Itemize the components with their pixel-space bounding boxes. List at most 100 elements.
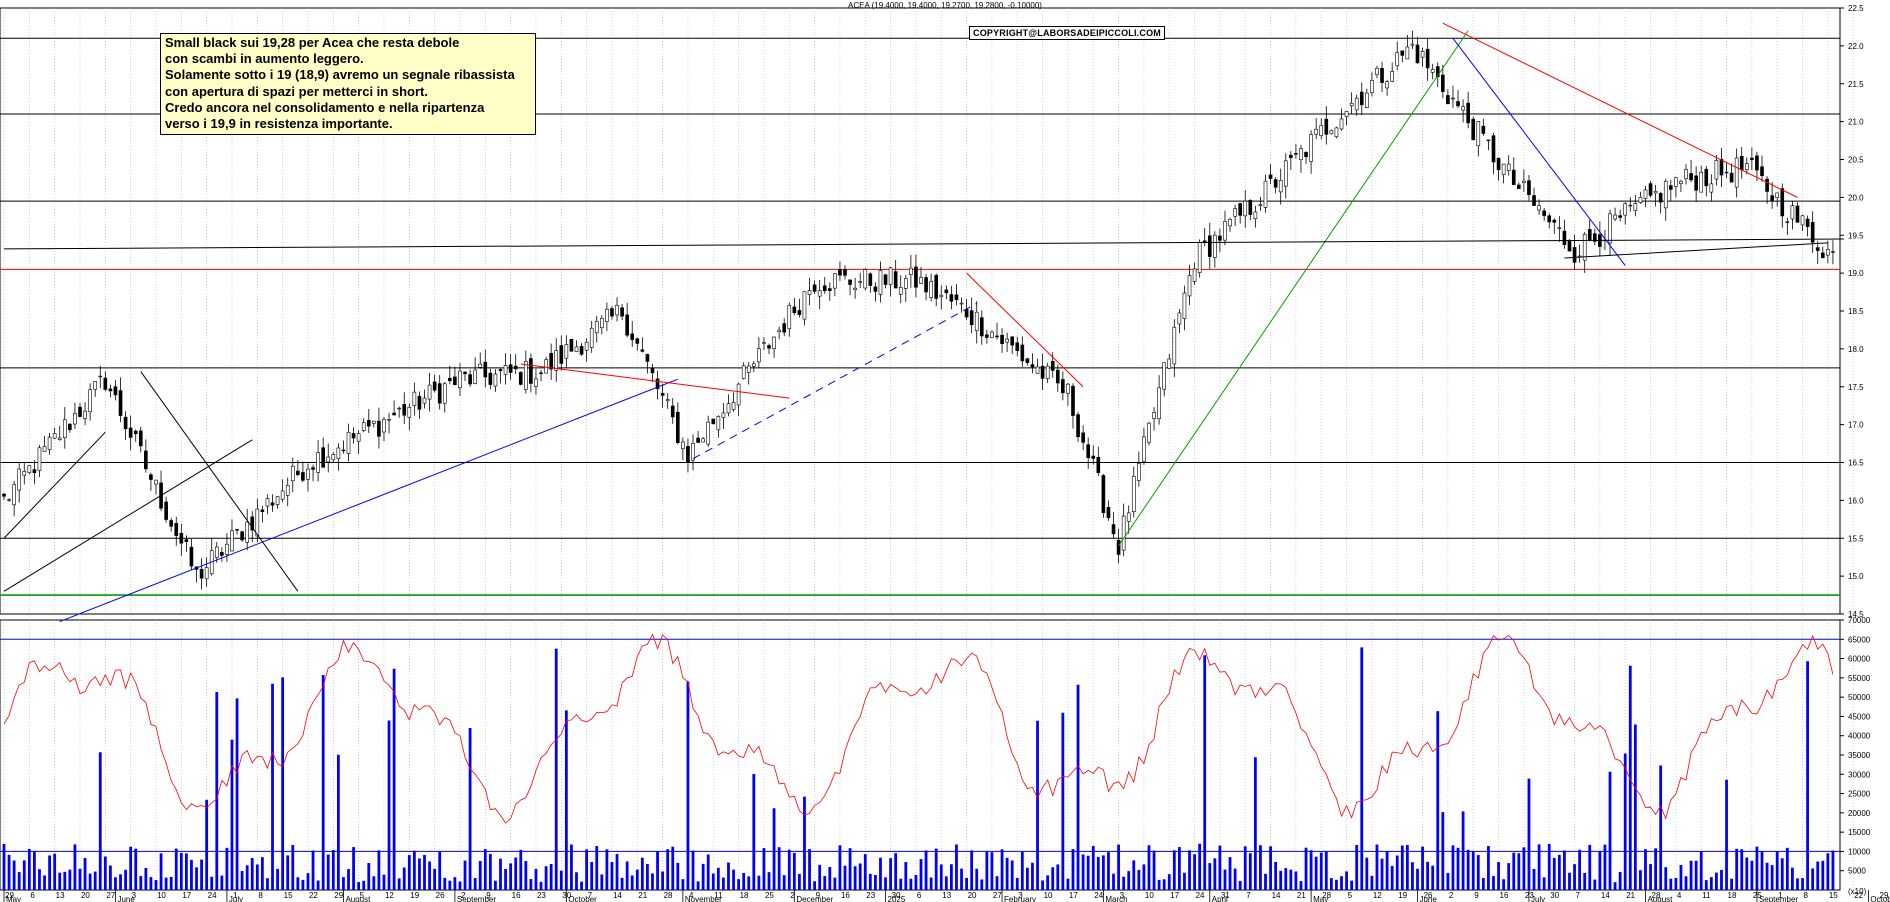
candle-body [1142, 436, 1146, 462]
candle-body [873, 286, 878, 292]
candle-body [1760, 166, 1764, 176]
candle-body [133, 430, 138, 435]
candle-body [230, 530, 234, 552]
candle-body [1040, 365, 1045, 379]
candle-body [630, 333, 635, 340]
candle-body [838, 269, 842, 276]
candle-body [1795, 205, 1800, 223]
trendline-red [520, 363, 790, 399]
candle-body [1410, 43, 1415, 46]
day-tick-label: 29 [5, 891, 14, 900]
candle-body [1820, 252, 1825, 258]
month-label: July [1531, 895, 1545, 902]
candle-body [1435, 66, 1440, 77]
candle-body [37, 447, 42, 471]
day-tick-label: 5 [360, 891, 365, 900]
volume-tick-label: 65000 [1848, 635, 1871, 644]
annotation-line: Small black sui 19,28 per Acea che resta… [165, 35, 460, 50]
candle-body [1648, 183, 1653, 196]
candle-body [1689, 173, 1693, 181]
candle-body [1425, 48, 1430, 69]
day-tick-label: 2 [461, 891, 466, 900]
candle-body [235, 529, 239, 531]
candle-body [706, 421, 711, 445]
day-tick-label: 19 [410, 891, 419, 900]
candle-body [1228, 218, 1232, 227]
annotation-line: verso i 19,9 in resistenza importante. [165, 116, 393, 132]
day-tick-label: 14 [1272, 891, 1281, 900]
candle-body [1182, 292, 1187, 319]
candle-body [777, 329, 781, 332]
candle-body [534, 378, 538, 387]
volume-tick-label: 15000 [1848, 828, 1871, 837]
candle-body [366, 420, 371, 427]
candle-body [199, 568, 204, 579]
day-tick-label: 22 [309, 891, 318, 900]
day-tick-label: 3 [1018, 891, 1023, 900]
candle-body [579, 346, 584, 355]
candle-body [1623, 203, 1628, 216]
candle-body [1020, 344, 1025, 362]
price-tick-label: 21.5 [1848, 80, 1864, 89]
day-tick-label: 20 [81, 891, 90, 900]
candle-body [1081, 432, 1085, 443]
candle-body [731, 402, 736, 410]
candle-body [934, 274, 939, 299]
candle-body [1481, 125, 1486, 134]
candle-body [1679, 180, 1683, 184]
price-tick-label: 17.5 [1848, 383, 1864, 392]
candle-body [696, 437, 700, 443]
candle-body [1496, 157, 1501, 171]
candle-body [1126, 512, 1131, 522]
month-label: April [1212, 895, 1228, 902]
volume-tick-label: 50000 [1848, 693, 1871, 702]
trendline-blue [1452, 37, 1626, 266]
candle-body [1086, 444, 1091, 458]
candle-body [468, 374, 472, 385]
candle-body [1197, 242, 1202, 273]
candle-body [1213, 234, 1217, 258]
price-tick-label: 21.0 [1848, 118, 1864, 127]
trendline-black [3, 431, 106, 539]
candle-body [716, 416, 721, 431]
candle-body [265, 498, 270, 507]
day-tick-label: 4 [689, 891, 694, 900]
candle-body [1461, 106, 1465, 111]
day-tick-label: 6 [917, 891, 922, 900]
day-tick-label: 5 [1348, 891, 1353, 900]
candle-body [1537, 205, 1541, 211]
volume-panel-frame [0, 619, 1841, 891]
candle-body [1137, 462, 1141, 481]
candle-body [1177, 312, 1182, 325]
candle-body [660, 392, 665, 396]
day-tick-label: 25 [765, 891, 774, 900]
price-tick-label: 20.5 [1848, 156, 1864, 165]
day-tick-label: 12 [385, 891, 394, 900]
candle-body [372, 420, 376, 424]
day-tick-label: 31 [1221, 891, 1230, 900]
candle-body [331, 454, 336, 461]
volume-tick-label: 25000 [1848, 790, 1871, 799]
candle-body [498, 369, 503, 372]
candle-body [463, 371, 467, 375]
day-tick-label: 30 [892, 891, 901, 900]
candle-body [1253, 211, 1258, 219]
candle-body [610, 308, 614, 317]
candle-body [103, 377, 108, 390]
candle-body [615, 304, 619, 316]
candle-body [1121, 515, 1126, 551]
candle-body [914, 266, 918, 288]
candle-body [1061, 379, 1065, 394]
candle-body [741, 365, 746, 379]
candle-body [1810, 222, 1815, 243]
candle-body [1101, 475, 1106, 514]
month-label: June [1419, 895, 1437, 902]
candle-body [1157, 387, 1161, 420]
candle-body [149, 474, 153, 480]
candle-body [1476, 121, 1481, 147]
candle-body [27, 465, 32, 473]
candle-body [1344, 111, 1349, 117]
price-tick-label: 22.0 [1848, 42, 1864, 51]
candle-body [1704, 168, 1709, 187]
